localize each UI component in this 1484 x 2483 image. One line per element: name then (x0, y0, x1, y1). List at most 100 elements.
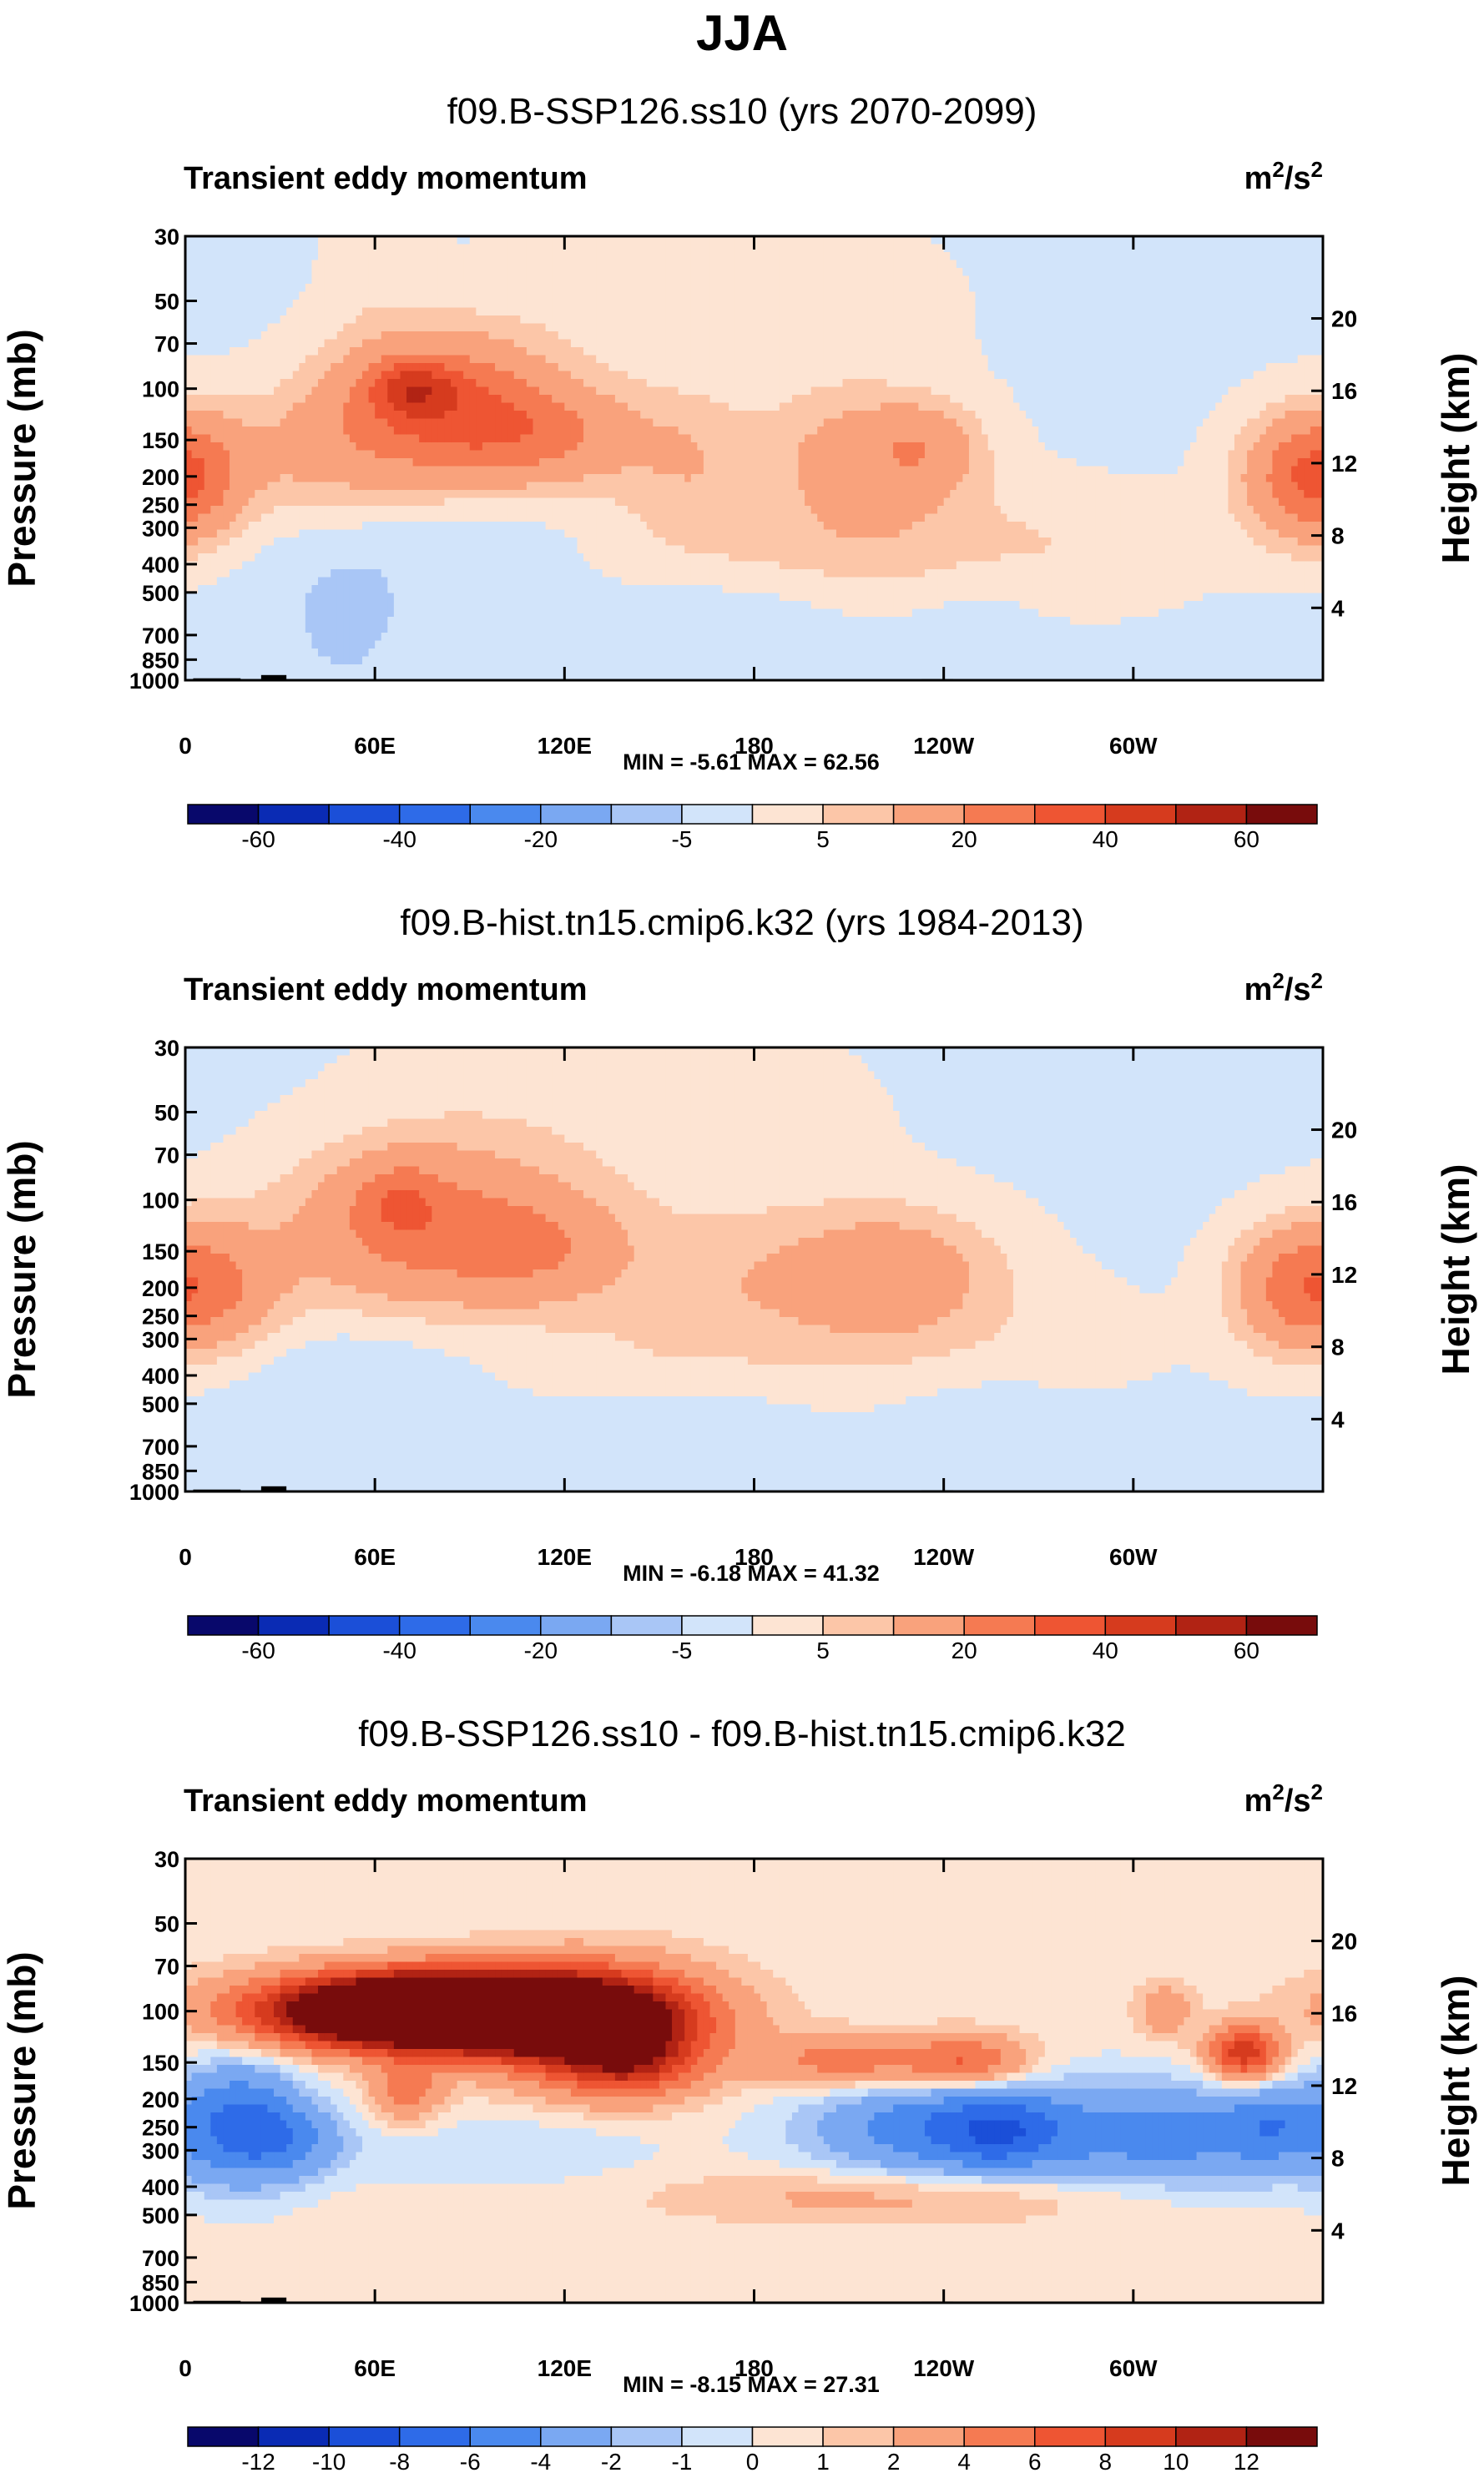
contour-cell (621, 379, 628, 388)
contour-cell (526, 244, 534, 253)
contour-cell (773, 418, 780, 427)
contour-cell (577, 252, 584, 261)
contour-cell (1228, 347, 1235, 356)
contour-cell (507, 252, 515, 261)
contour-cell (766, 347, 774, 356)
contour-cell (1297, 347, 1305, 356)
contour-cell (1265, 300, 1274, 309)
contour-cell (318, 418, 326, 427)
contour-cell (805, 371, 812, 380)
contour-cell (343, 347, 351, 356)
contour-cell (1304, 411, 1311, 420)
contour-cell (842, 323, 850, 332)
contour-cell (311, 339, 319, 348)
contour-cell (1012, 260, 1021, 269)
contour-cell (520, 434, 527, 443)
contour-cell (646, 426, 654, 436)
contour-cell (861, 371, 869, 380)
contour-cell (583, 395, 591, 404)
contour-cell (830, 307, 837, 316)
contour-cell (1000, 379, 1007, 388)
contour-cell (665, 371, 673, 380)
contour-cell (773, 371, 780, 380)
contour-cell (1171, 236, 1179, 245)
contour-cell (1038, 315, 1046, 325)
contour-cell (855, 252, 862, 261)
contour-cell (842, 442, 850, 452)
contour-cell (533, 418, 540, 427)
contour-cell (1012, 450, 1021, 459)
contour-cell (747, 434, 755, 443)
contour-cell (1310, 355, 1318, 364)
contour-cell (653, 363, 660, 372)
contour-cell (791, 323, 800, 332)
contour-cell (602, 323, 609, 332)
contour-cell (1083, 434, 1090, 443)
contour-cell (1127, 379, 1134, 388)
contour-cell (393, 442, 401, 452)
contour-cell (1184, 331, 1191, 341)
contour-cell (1177, 442, 1185, 452)
contour-cell (406, 418, 414, 427)
contour-cell (842, 291, 850, 300)
contour-cell (754, 434, 761, 443)
contour-cell (734, 291, 742, 300)
units-label: m2/s2 (1244, 157, 1323, 196)
contour-cell (368, 371, 376, 380)
contour-cell (1101, 411, 1109, 420)
contour-cell (526, 355, 534, 364)
contour-cell (1051, 244, 1058, 253)
contour-cell (817, 315, 825, 325)
contour-cell (899, 300, 906, 309)
contour-cell (602, 395, 609, 404)
contour-cell (336, 402, 344, 411)
contour-cell (1101, 323, 1109, 332)
contour-cell (545, 291, 553, 300)
contour-cell (975, 450, 982, 459)
contour-cell (861, 347, 869, 356)
contour-cell (336, 260, 344, 269)
contour-cell (185, 442, 193, 452)
contour-cell (349, 315, 357, 325)
contour-cell (994, 291, 1002, 300)
contour-cell (950, 379, 957, 388)
contour-cell (861, 300, 869, 309)
contour-cell (331, 315, 338, 325)
contour-cell (798, 386, 805, 396)
contour-cell (191, 236, 199, 245)
contour-cell (880, 260, 888, 269)
contour-cell (375, 386, 382, 396)
contour-cell (975, 418, 982, 427)
contour-cell (785, 323, 793, 332)
contour-cell (1278, 418, 1286, 427)
contour-cell (552, 291, 559, 300)
contour-cell (570, 339, 578, 348)
contour-cell (855, 331, 862, 341)
contour-cell (1152, 252, 1159, 261)
contour-cell (387, 434, 395, 443)
contour-cell (867, 363, 875, 372)
contour-cell (1088, 386, 1096, 396)
contour-cell (1120, 236, 1128, 245)
contour-cell (558, 418, 565, 427)
contour-cell (1189, 252, 1198, 261)
contour-cell (191, 331, 199, 341)
contour-cell (191, 260, 199, 269)
contour-cell (672, 379, 679, 388)
contour-cell (1108, 268, 1115, 277)
contour-cell (1038, 291, 1046, 300)
contour-cell (1209, 386, 1216, 396)
contour-cell (1304, 244, 1311, 253)
contour-cell (1304, 260, 1311, 269)
contour-cell (1051, 411, 1058, 420)
contour-cell (1234, 386, 1242, 396)
contour-cell (640, 426, 648, 436)
contour-cell (1272, 339, 1280, 348)
contour-cell (1051, 442, 1058, 452)
contour-cell (204, 275, 211, 285)
contour-cell (375, 395, 382, 404)
contour-cell (798, 347, 805, 356)
contour-cell (362, 363, 370, 372)
contour-cell (1114, 315, 1122, 325)
contour-cell (267, 434, 275, 443)
